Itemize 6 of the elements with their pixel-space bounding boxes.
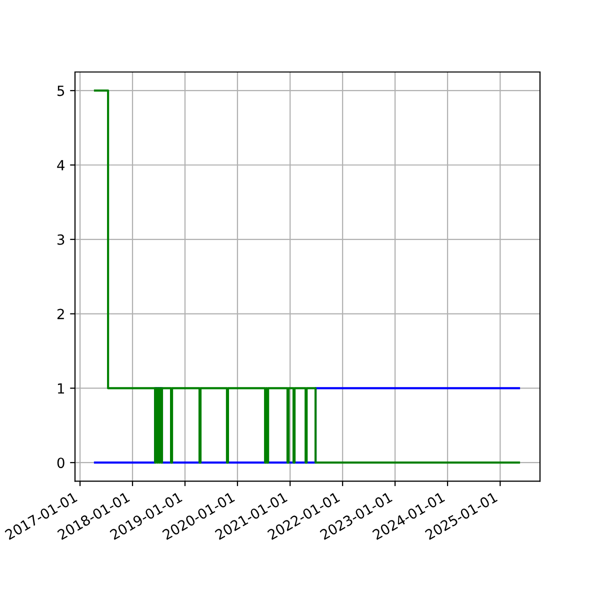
y-tick-label: 3 <box>58 234 64 245</box>
y-tick-label: 5 <box>58 86 64 96</box>
y-tick-label: 2 <box>57 308 64 320</box>
y-tick-label: 1 <box>58 383 64 394</box>
y-tick-label: 4 <box>57 160 64 170</box>
y-tick-label: 0 <box>57 458 64 468</box>
